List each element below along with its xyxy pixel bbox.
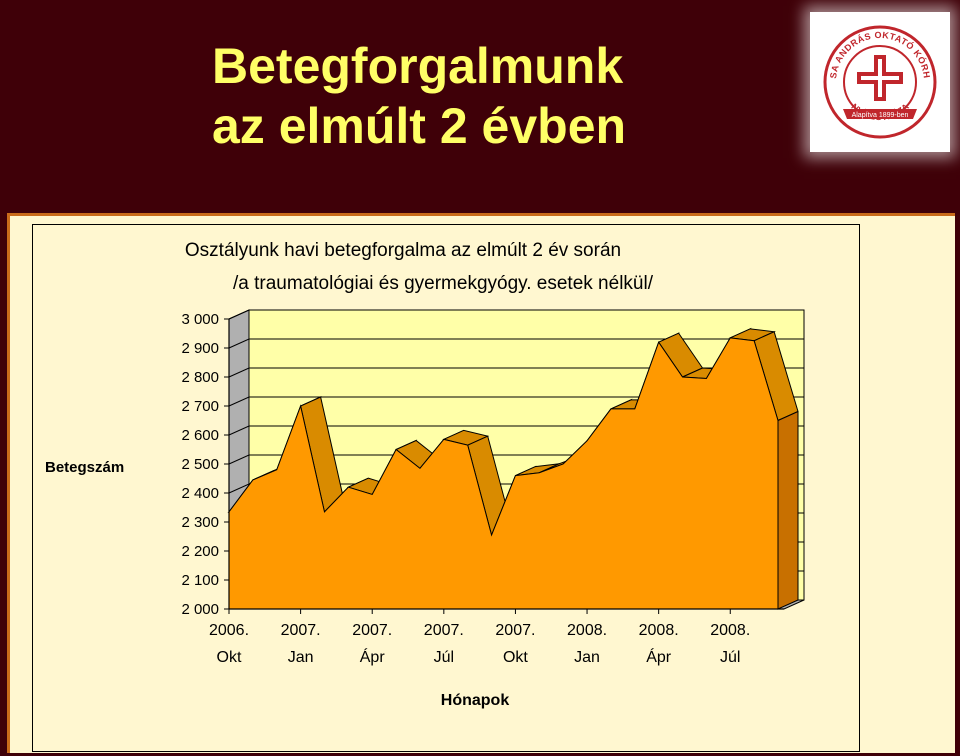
chart-area: Osztályunk havi betegforgalma az elmúlt …: [32, 224, 860, 752]
x-tick-year: 2008.: [710, 622, 750, 639]
x-tick-year: 2007.: [495, 622, 535, 639]
y-tick-label: 2 600: [181, 427, 219, 444]
y-tick-label: 2 700: [181, 398, 219, 415]
logo-ribbon-text: Alapítva 1899-ben: [852, 112, 909, 119]
gridline: [228, 338, 804, 349]
x-tick-month: Jan: [574, 649, 600, 666]
y-tick-label: 2 800: [181, 369, 219, 386]
y-tick-label: 3 000: [181, 311, 219, 328]
chart-title-line1: Osztályunk havi betegforgalma az elmúlt …: [185, 240, 621, 261]
slide-title: Betegforgalmunk az elmúlt 2 évben: [212, 36, 626, 156]
x-tick-year: 2007.: [281, 622, 321, 639]
slide-title-line1: Betegforgalmunk: [212, 38, 624, 94]
area-front-face: [228, 337, 779, 610]
x-tick-year: 2008.: [639, 622, 679, 639]
area-side-face: [777, 410, 799, 610]
x-tick-year: 2006.: [209, 622, 249, 639]
x-tick-month: Okt: [503, 649, 528, 666]
y-axis-label: Betegszám: [45, 459, 124, 476]
slide-title-line2: az elmúlt 2 évben: [212, 98, 627, 154]
y-tick-label: 2 000: [181, 601, 219, 618]
x-axis-label: Hónapok: [441, 692, 510, 709]
x-tick-month: Júl: [434, 649, 454, 666]
y-tick-label: 2 900: [181, 340, 219, 357]
hospital-cross-seal-icon: JÓSA ANDRÁS OKTATÓ KÓRHÁZ NYÍREGYHÁZA Al…: [821, 23, 937, 139]
y-tick-label: 2 300: [181, 514, 219, 531]
y-tick-label: 2 400: [181, 485, 219, 502]
betegszam-area-chart: Osztályunk havi betegforgalma az elmúlt …: [45, 240, 805, 709]
x-tick-month: Jan: [288, 649, 314, 666]
chart-panel: Osztályunk havi betegforgalma az elmúlt …: [7, 213, 955, 753]
x-tick-month: Júl: [720, 649, 740, 666]
gridline: [228, 367, 804, 378]
x-tick-year: 2007.: [352, 622, 392, 639]
chart-title-line2: /a traumatológiai és gyermekgyógy. esete…: [233, 273, 654, 294]
y-tick-label: 2 200: [181, 543, 219, 560]
hospital-logo: JÓSA ANDRÁS OKTATÓ KÓRHÁZ NYÍREGYHÁZA Al…: [810, 12, 950, 152]
x-tick-year: 2007.: [424, 622, 464, 639]
x-tick-year: 2008.: [567, 622, 607, 639]
gridline: [228, 396, 804, 407]
x-tick-month: Ápr: [646, 647, 672, 666]
x-tick-month: Ápr: [360, 647, 386, 666]
y-tick-label: 2 100: [181, 572, 219, 589]
gridline: [228, 309, 804, 320]
y-tick-label: 2 500: [181, 456, 219, 473]
x-tick-month: Okt: [217, 649, 242, 666]
